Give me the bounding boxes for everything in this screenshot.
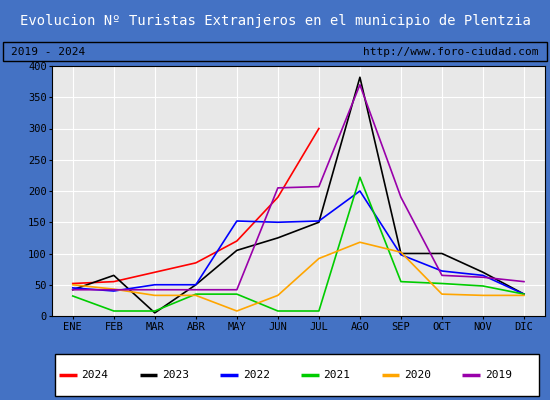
Text: 2023: 2023: [162, 370, 189, 380]
Text: Evolucion Nº Turistas Extranjeros en el municipio de Plentzia: Evolucion Nº Turistas Extranjeros en el …: [20, 14, 530, 28]
Text: 2024: 2024: [81, 370, 108, 380]
Text: 2022: 2022: [243, 370, 270, 380]
Text: http://www.foro-ciudad.com: http://www.foro-ciudad.com: [364, 47, 539, 57]
Text: 2019: 2019: [485, 370, 512, 380]
Text: 2019 - 2024: 2019 - 2024: [11, 47, 85, 57]
Text: 2021: 2021: [323, 370, 350, 380]
FancyBboxPatch shape: [55, 354, 539, 396]
Text: 2020: 2020: [404, 370, 431, 380]
